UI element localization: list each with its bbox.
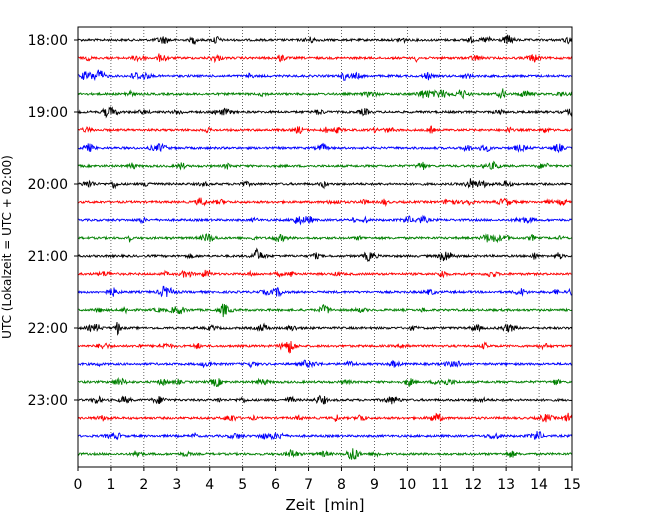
seismic-traces	[77, 34, 573, 460]
y-axis-ticks: 18:00 19:00 20:00 21:00 22:00 23:00	[28, 33, 78, 409]
trace-2015	[77, 197, 573, 207]
y-tick-label-2100: 21:00	[28, 249, 68, 265]
x-axis-ticks: 0 1 2 3 4 5 6 7 8 9 10 11 12 13 14 15	[74, 467, 581, 493]
trace-1915	[77, 125, 573, 135]
trace-2200	[77, 321, 573, 336]
vertical-gridlines	[110, 27, 540, 467]
trace-1945	[77, 160, 572, 171]
trace-1930	[77, 142, 573, 154]
y-axis-label: UTC (Lokalzeit = UTC + 02:00)	[0, 155, 14, 339]
trace-2245	[77, 376, 573, 388]
y-tick-label-1800: 18:00	[28, 33, 68, 49]
x-tick-label-5: 5	[238, 477, 247, 493]
trace-2115	[77, 269, 572, 279]
trace-2045	[77, 233, 573, 244]
trace-2030	[77, 214, 572, 226]
x-tick-label-0: 0	[74, 477, 83, 493]
y-tick-label-2300: 23:00	[28, 393, 68, 409]
x-tick-label-15: 15	[563, 477, 581, 493]
trace-1815	[77, 53, 573, 64]
x-tick-label-10: 10	[398, 477, 416, 493]
trace-1800	[77, 34, 573, 46]
trace-1845	[77, 88, 573, 100]
y-tick-label-2000: 20:00	[28, 177, 68, 193]
y-tick-label-2200: 22:00	[28, 321, 68, 337]
plot-frame	[77, 26, 573, 468]
x-tick-label-1: 1	[106, 477, 115, 493]
trace-2230	[77, 359, 572, 369]
x-axis-label: Zeit [min]	[285, 496, 364, 514]
trace-2300	[77, 394, 573, 405]
trace-1900	[77, 105, 573, 119]
y-tick-label-1900: 19:00	[28, 105, 68, 121]
trace-2315	[77, 412, 573, 423]
trace-2215	[77, 340, 573, 354]
trace-2330	[77, 430, 573, 441]
trace-1830	[77, 69, 573, 82]
x-tick-label-4: 4	[205, 477, 214, 493]
x-tick-label-2: 2	[139, 477, 148, 493]
trace-2130	[77, 285, 573, 298]
x-tick-label-11: 11	[431, 477, 449, 493]
x-tick-label-7: 7	[304, 477, 313, 493]
x-tick-label-8: 8	[337, 477, 346, 493]
x-tick-label-14: 14	[530, 477, 548, 493]
x-tick-label-13: 13	[497, 477, 515, 493]
x-tick-label-12: 12	[464, 477, 482, 493]
x-tick-label-3: 3	[172, 477, 181, 493]
trace-2145	[77, 303, 573, 318]
x-tick-label-6: 6	[271, 477, 280, 493]
trace-2100	[77, 247, 573, 263]
x-tick-label-9: 9	[370, 477, 379, 493]
trace-2000	[77, 178, 573, 190]
trace-2345	[77, 448, 573, 460]
